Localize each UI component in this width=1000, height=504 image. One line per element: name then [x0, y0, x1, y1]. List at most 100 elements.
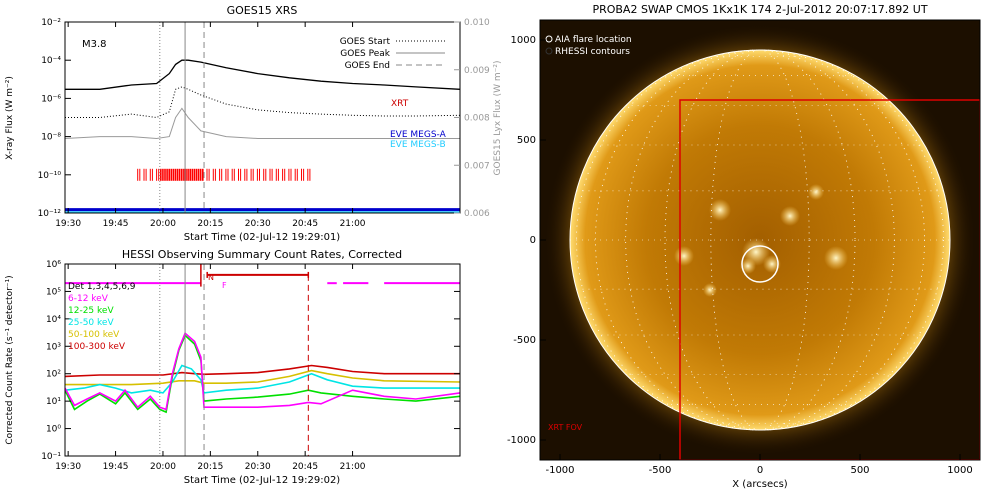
goes-y2-tick-label: 0.006 [464, 209, 490, 219]
hessi-x-axis: 19:30 19:45 20:00 20:15 20:30 20:45 21:00 [55, 264, 366, 472]
hessi-legend-entry: 100-300 keV [68, 342, 126, 352]
hessi-x-tick-label: 20:15 [197, 462, 223, 472]
active-region [808, 184, 824, 200]
goes-y-axis: 10⁻¹² 10⁻¹⁰ 10⁻⁸ 10⁻⁶ 10⁻⁴ 10⁻² [38, 18, 71, 219]
hessi-legend-entry: 25-50 keV [68, 318, 114, 328]
goes-x-tick-label: 20:00 [150, 219, 176, 229]
swap-y-tick-label: 1000 [511, 35, 536, 46]
goes-x-tick-label: 20:15 [197, 219, 223, 229]
active-region [763, 255, 781, 273]
legend-rhessi-marker [545, 47, 553, 55]
legend-aia-marker [545, 35, 553, 43]
swap-y-tick-label: -500 [513, 335, 536, 346]
hessi-x-tick-label: 20:30 [245, 462, 271, 472]
hessi-series-line [65, 364, 460, 394]
hessi-title: HESSI Observing Summary Count Rates, Cor… [122, 248, 402, 261]
goes-y-tick-label: 10⁻¹² [38, 209, 62, 219]
goes-ylabel: X-ray Flux (W m⁻²) [5, 76, 15, 160]
goes-short-line [65, 86, 460, 119]
hessi-legend-entry: 12-25 keV [68, 306, 114, 316]
solar-limb [569, 49, 951, 431]
goes-y2-tick-label: 0.008 [464, 114, 490, 124]
longitude-line [664, 49, 856, 431]
goes-y2label: GOES15 Lyx Flux (W m⁻²) [493, 61, 503, 176]
goes-x-tick-label: 21:00 [340, 219, 366, 229]
xrt-label: XRT [391, 99, 409, 109]
hessi-y-tick-label: 10⁵ [46, 287, 61, 297]
hessi-f-flag-label: F [222, 281, 227, 290]
swap-x-tick-label: -500 [649, 465, 672, 476]
swap-image-panel: PROBA2 SWAP CMOS 1Kx1K 174 2-Jul-2012 20… [507, 3, 981, 490]
goes-xlabel: Start Time (02-Jul-12 19:29:01) [184, 232, 341, 243]
goes-x-tick-label: 20:30 [245, 219, 271, 229]
swap-y-tick-label: -1000 [507, 435, 536, 446]
hessi-y-axis: 10⁻¹ 10⁰ 10¹ 10² 10³ 10⁴ 10⁵ 10⁶ [41, 260, 460, 462]
hessi-y-tick-label: 10⁴ [46, 315, 61, 325]
active-region [824, 246, 848, 270]
hessi-series-line [65, 369, 460, 386]
swap-y-tick-label: 0 [530, 235, 536, 246]
active-region [709, 199, 731, 221]
hessi-legend-entry: 50-100 keV [68, 330, 120, 340]
hessi-y-tick-label: 10² [46, 370, 61, 380]
swap-x-tick-label: 1000 [947, 465, 972, 476]
legend-goes-end: GOES End [345, 61, 390, 71]
goes-y-tick-label: 10⁻⁶ [41, 94, 61, 104]
goes-y2-tick-label: 0.010 [464, 18, 490, 28]
swap-y-axis: 1000 500 0 -500 -1000 [507, 35, 546, 446]
hessi-x-tick-label: 19:30 [55, 462, 81, 472]
swap-x-axis: -1000 -500 0 500 1000 [545, 454, 973, 476]
hessi-y-tick-label: 10⁻¹ [41, 452, 61, 462]
goes-x-tick-label: 19:45 [103, 219, 129, 229]
goes-y-tick-label: 10⁻² [41, 18, 61, 28]
hessi-y-tick-label: 10¹ [46, 397, 61, 407]
goes-x-tick-label: 19:30 [55, 219, 81, 229]
goes-class-label: M3.8 [82, 39, 107, 50]
hessi-n-flag-label: N [208, 273, 214, 282]
goes-title: GOES15 XRS [227, 4, 298, 17]
hessi-det-label: Det 1,3,4,5,6,9 [68, 282, 136, 292]
hessi-y-tick-label: 10⁰ [46, 425, 61, 435]
hessi-panel: HESSI Observing Summary Count Rates, Cor… [5, 248, 461, 486]
goes-y-tick-label: 10⁻⁴ [41, 56, 61, 66]
goes-y2-tick-label: 0.009 [464, 66, 490, 76]
hessi-x-tick-label: 21:00 [340, 462, 366, 472]
legend-rhessi-label: RHESSI contours [555, 47, 630, 57]
swap-xlabel: X (arcsecs) [732, 479, 788, 490]
goes-y-tick-label: 10⁻¹⁰ [38, 171, 62, 181]
hessi-x-tick-label: 20:00 [150, 462, 176, 472]
hessi-flag-bars [200, 264, 460, 287]
longitude-line [625, 49, 895, 431]
goes-x-axis: 19:30 19:45 20:00 20:15 20:30 20:45 21:00 [55, 22, 366, 229]
legend-aia-label: AIA flare location [555, 35, 632, 45]
goes-plot-frame [64, 21, 461, 214]
legend-goes-start: GOES Start [340, 37, 391, 47]
eve-megs-b-label: EVE MEGS-B [390, 140, 446, 150]
hessi-ylabel: Corrected Count Rate (s⁻¹ detector⁻¹) [5, 275, 15, 444]
swap-x-tick-label: -1000 [545, 465, 574, 476]
swap-y-tick-label: 500 [517, 135, 536, 146]
hessi-series-line [65, 364, 460, 378]
hessi-plot-frame [64, 263, 461, 457]
swap-title: PROBA2 SWAP CMOS 1Kx1K 174 2-Jul-2012 20… [592, 3, 927, 16]
xrt-fov-box [679, 99, 980, 460]
hessi-legend: 6-12 keV 12-25 keV 25-50 keV 50-100 keV 100-… [68, 294, 126, 352]
active-regions [674, 184, 848, 297]
active-region [674, 246, 694, 266]
active-region [740, 258, 756, 274]
hessi-x-tick-label: 19:45 [103, 462, 129, 472]
goes-x-tick-label: 20:45 [292, 219, 318, 229]
active-region [780, 206, 800, 226]
hessi-y-tick-label: 10⁶ [46, 260, 61, 270]
hessi-legend-entry: 6-12 keV [68, 294, 109, 304]
aia-flare-circle [741, 245, 779, 283]
eve-megs-a-label: EVE MEGS-A [390, 130, 447, 140]
goes-y2-axis: 0.006 0.007 0.008 0.009 0.010 [454, 18, 490, 219]
hessi-y-tick-label: 10³ [46, 342, 61, 352]
goes-xrs-panel: GOES15 XRS 19:30 19:45 20:00 20:15 20:30 20:4… [5, 4, 503, 243]
xrt-coverage-bar [137, 168, 311, 181]
goes-long-line [65, 59, 460, 90]
hessi-x-tick-label: 20:45 [292, 462, 318, 472]
active-region [703, 283, 717, 297]
